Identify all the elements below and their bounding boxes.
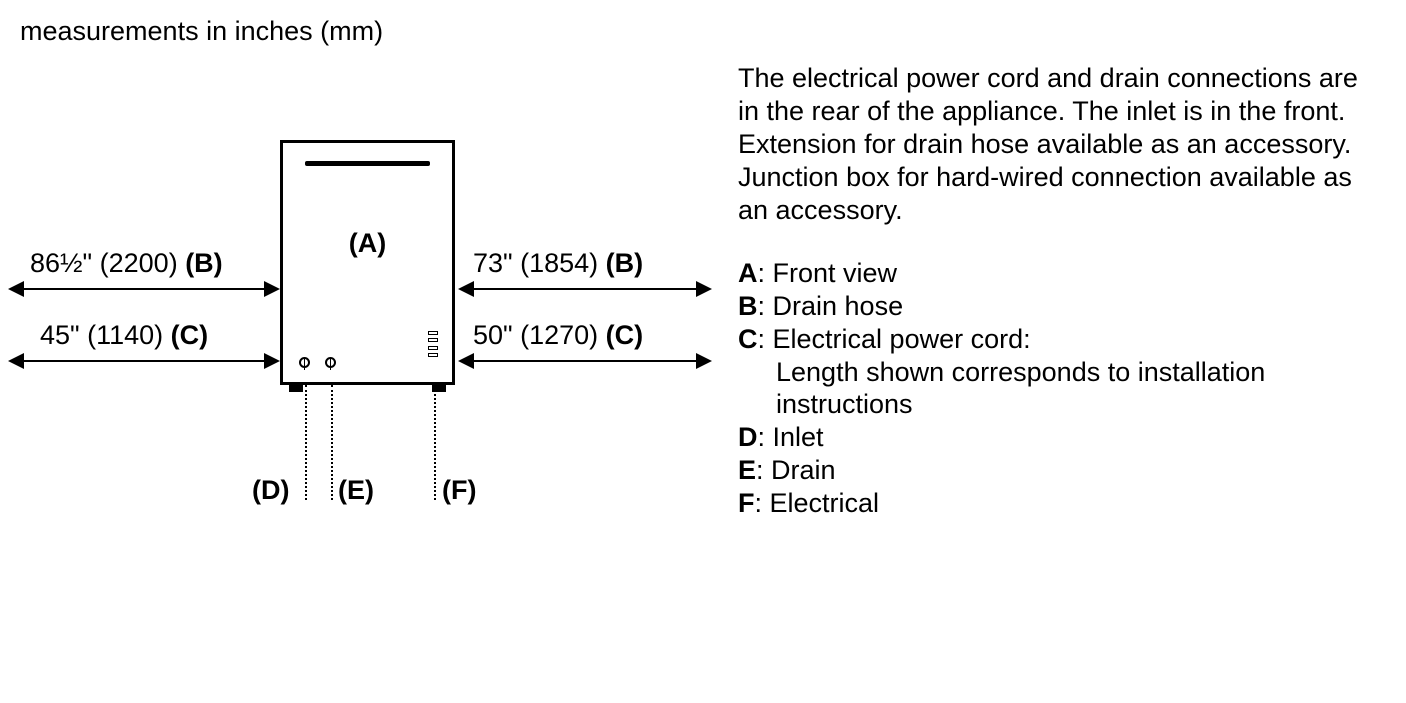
dim-left-c: 45" (1140) (C) — [40, 320, 208, 351]
legend-b: B: Drain hose — [738, 290, 1373, 323]
appliance-front-view: (A) — [280, 140, 455, 385]
arrow-right-c — [460, 360, 710, 362]
arrow-left-c — [10, 360, 278, 362]
dim-right-b-value: 73" (1854) — [473, 248, 606, 278]
legend-d-text: Inlet — [773, 422, 824, 452]
callout-f: (F) — [442, 475, 476, 506]
text-column: The electrical power cord and drain conn… — [738, 62, 1373, 520]
legend-f: F: Electrical — [738, 487, 1373, 520]
legend-c-text: Electrical power cord: — [773, 324, 1031, 354]
leader-line-e — [331, 385, 333, 500]
legend-f-text: Electrical — [770, 488, 880, 518]
dim-left-b-letter: (B) — [185, 248, 222, 278]
electrical-port-icon — [428, 331, 438, 357]
legend-a-text: Front view — [773, 258, 898, 288]
page-title: measurements in inches (mm) — [20, 16, 383, 47]
legend-c: C: Electrical power cord: — [738, 323, 1373, 356]
legend-d: D: Inlet — [738, 421, 1373, 454]
dim-left-c-letter: (C) — [171, 320, 208, 350]
legend-c-extra: Length shown corresponds to installation… — [738, 356, 1373, 422]
callout-e: (E) — [338, 475, 374, 506]
dim-left-c-value: 45" (1140) — [40, 320, 171, 350]
drain-port-icon — [325, 357, 336, 368]
dim-right-b-letter: (B) — [606, 248, 643, 278]
appliance-foot — [289, 382, 303, 392]
diagram: 86½" (2200) (B) 45" (1140) (C) 73" (1854… — [0, 130, 720, 550]
legend-b-text: Drain hose — [773, 291, 904, 321]
inlet-port-icon — [299, 357, 310, 368]
arrow-right-b — [460, 288, 710, 290]
appliance-label-a: (A) — [283, 228, 452, 259]
dim-right-b: 73" (1854) (B) — [473, 248, 643, 279]
leader-line-f — [434, 385, 436, 500]
callout-d: (D) — [252, 475, 289, 506]
legend-e: E: Drain — [738, 454, 1373, 487]
dim-left-b-value: 86½" (2200) — [30, 248, 185, 278]
dim-right-c: 50" (1270) (C) — [473, 320, 643, 351]
dim-right-c-value: 50" (1270) — [473, 320, 606, 350]
dim-right-c-letter: (C) — [606, 320, 643, 350]
dim-left-b: 86½" (2200) (B) — [30, 248, 223, 279]
appliance-handle — [305, 161, 430, 166]
legend-e-text: Drain — [771, 455, 836, 485]
description-paragraph: The electrical power cord and drain conn… — [738, 62, 1373, 227]
legend-a: A: Front view — [738, 257, 1373, 290]
leader-line-d — [305, 385, 307, 500]
arrow-left-b — [10, 288, 278, 290]
